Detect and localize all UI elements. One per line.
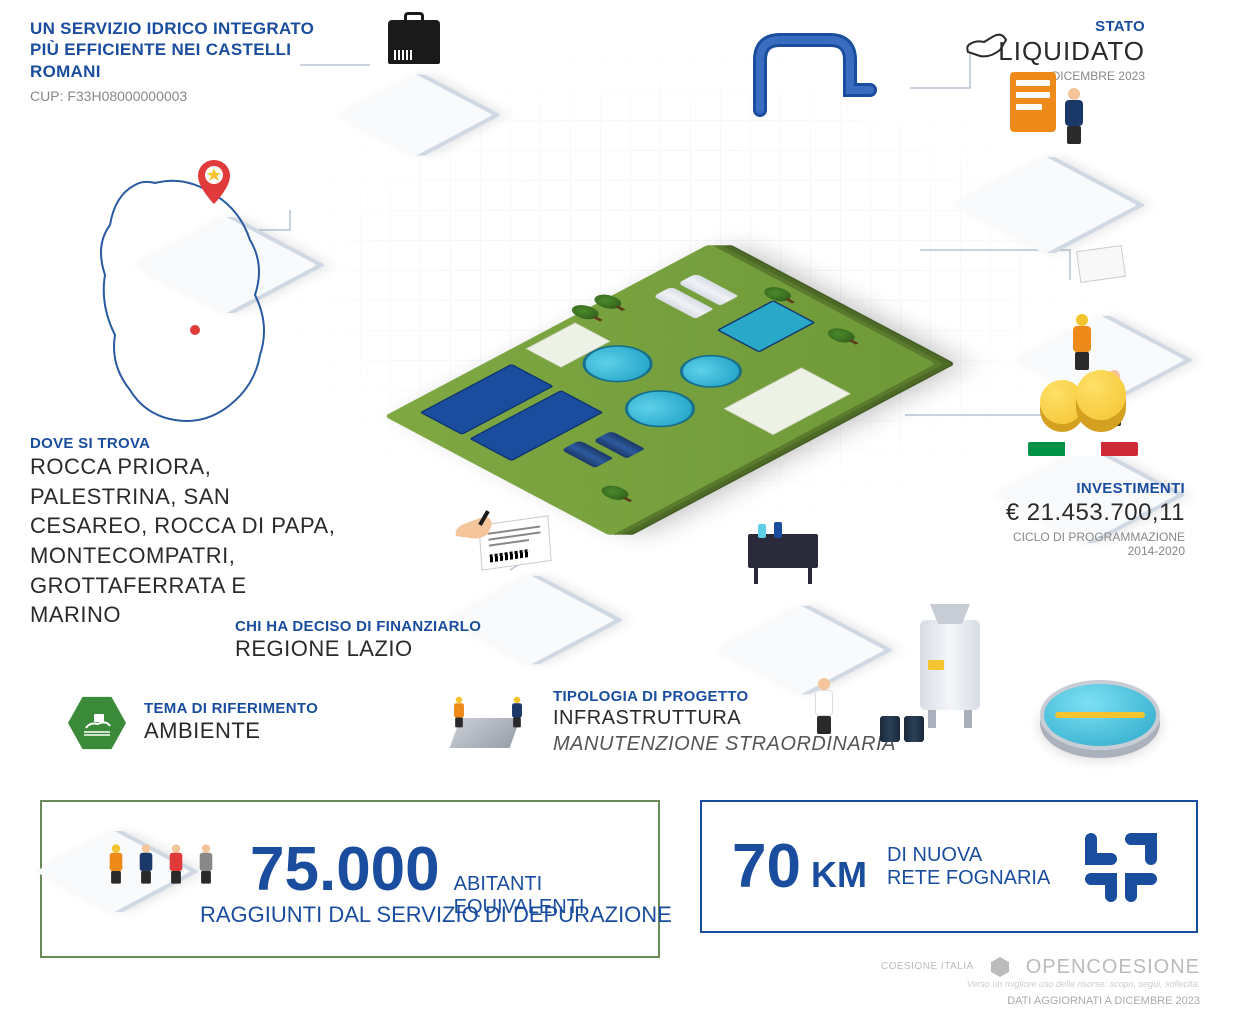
funder-value: REGIONE LAZIO [235, 635, 481, 664]
scientist-icon [748, 534, 818, 568]
people-group-icon [102, 836, 220, 892]
theme-value: AMBIENTE [144, 717, 318, 746]
project-type-label: TIPOLOGIA DI PROGETTO [553, 688, 896, 705]
investment-value: € 21.453.700,11 [1006, 497, 1185, 528]
location-pin-icon [196, 158, 232, 211]
footer-updated: DATI AGGIORNATI A DICEMBRE 2023 [881, 995, 1200, 1007]
footer-block: COESIONE ITALIA OPENCOESIONE Verso un mi… [881, 955, 1200, 1007]
investment-sub1: CICLO DI PROGRAMMAZIONE [1006, 530, 1185, 544]
status-value: LIQUIDATO [998, 35, 1145, 69]
stat-people-caption: RAGGIUNTI DAL SERVIZIO DI DEPURAZIONE [200, 902, 672, 928]
location-value: ROCCA PRIORA, PALESTRINA, SAN CESAREO, R… [30, 452, 340, 630]
investment-sub2: 2014-2020 [1006, 544, 1185, 558]
stat-km-number: 70 [732, 836, 801, 898]
footer-logo1: COESIONE ITALIA [881, 962, 974, 972]
investment-label: INVESTIMENTI [1006, 480, 1185, 497]
blueprint-icon [1076, 245, 1126, 283]
stat-people-number: 75.000 [250, 839, 440, 901]
theme-hex-icon [68, 694, 126, 752]
location-block: DOVE SI TROVA ROCCA PRIORA, PALESTRINA, … [30, 435, 340, 630]
engineer1-icon [1068, 314, 1096, 370]
barrels-icon [880, 716, 924, 742]
briefcase-icon [388, 20, 440, 64]
theme-label: TEMA DI RIFERIMENTO [144, 700, 318, 717]
signing-hand-icon [480, 520, 550, 566]
italy-flag-icon [1028, 442, 1138, 456]
stat-people-box: 75.000 ABITANTI EQUIVALENTI [40, 800, 660, 958]
stat-people-unit1: ABITANTI [454, 873, 585, 896]
stat-km-line1: DI NUOVA [887, 843, 1050, 867]
funder-block: CHI HA DECISO DI FINANZIARLO REGIONE LAZ… [235, 618, 481, 664]
coins-icon [1040, 370, 1130, 430]
region-map-icon [55, 155, 315, 455]
clipboard-person-icon [1010, 72, 1056, 132]
footer-tagline: Verso un migliore uso delle risorse: sco… [881, 979, 1200, 989]
stat-km-box: 70 KM DI NUOVA RETE FOGNARIA [700, 800, 1198, 933]
silo-icon [920, 620, 980, 710]
cup-code: CUP: F33H08000000003 [30, 88, 330, 104]
project-type-line2: MANUTENZIONE STRAORDINARIA [553, 731, 896, 757]
inspector-person-icon [1060, 88, 1088, 144]
pipe-icon [740, 20, 890, 140]
funder-label: CHI HA DECISO DI FINANZIARLO [235, 618, 481, 635]
scientist-person-icon [810, 678, 838, 734]
construction-icon [445, 688, 535, 748]
title-line2: PIÙ EFFICIENTE NEI CASTELLI [30, 40, 291, 59]
investment-block: INVESTIMENTI € 21.453.700,11 CICLO DI PR… [1006, 480, 1185, 558]
theme-block: TEMA DI RIFERIMENTO AMBIENTE [68, 694, 318, 752]
receipt-hand-icon [962, 26, 1010, 64]
project-title: UN SERVIZIO IDRICO INTEGRATO PIÙ EFFICIE… [30, 18, 330, 104]
basin-icon [1040, 680, 1160, 750]
pipe-segments-icon [1076, 824, 1166, 909]
title-line1: UN SERVIZIO IDRICO INTEGRATO [30, 19, 314, 38]
project-type-line1: INFRASTRUTTURA [553, 705, 896, 731]
footer-logo2: OPENCOESIONE [1026, 956, 1200, 979]
stat-km-unit: KM [811, 854, 867, 896]
title-line3: ROMANI [30, 62, 101, 81]
location-label: DOVE SI TROVA [30, 435, 340, 452]
stat-km-line2: RETE FOGNARIA [887, 867, 1050, 890]
status-label: STATO [998, 18, 1145, 35]
hex-logo-icon [988, 955, 1012, 979]
